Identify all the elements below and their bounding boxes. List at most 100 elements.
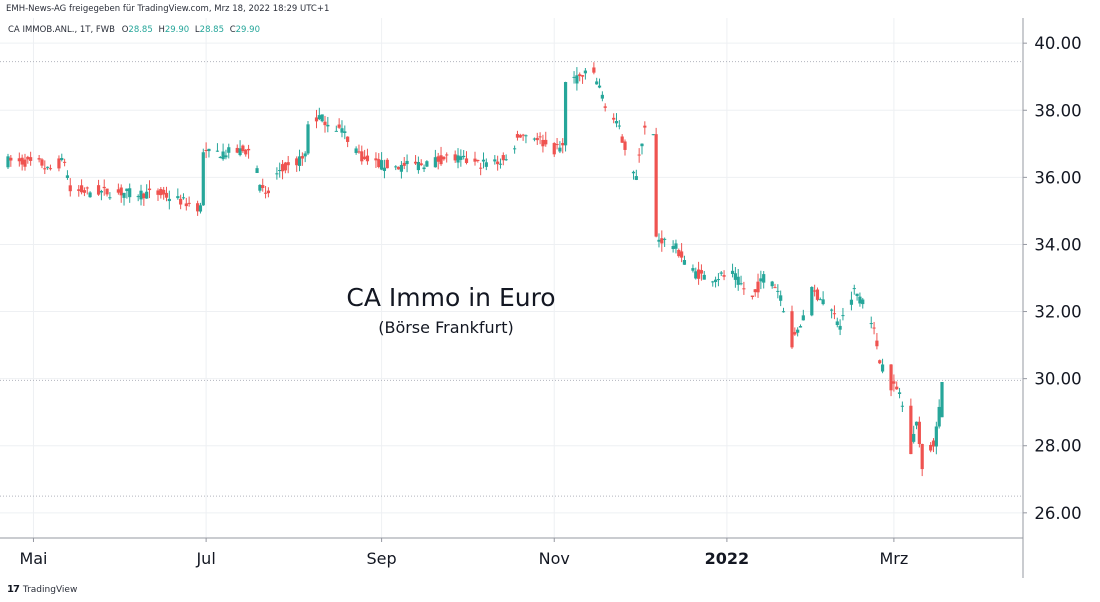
candle-up[interactable] (719, 272, 723, 274)
candle-up[interactable] (640, 143, 644, 147)
candle-down[interactable] (476, 159, 480, 161)
candle-up[interactable] (493, 159, 497, 162)
candle-down[interactable] (920, 443, 924, 470)
candle-up[interactable] (145, 191, 149, 199)
candle-up[interactable] (651, 134, 655, 136)
candle-up[interactable] (456, 155, 460, 163)
candle-down[interactable] (929, 444, 933, 451)
candle-up[interactable] (278, 170, 282, 172)
candle-down[interactable] (29, 157, 33, 161)
candle-up[interactable] (513, 148, 517, 150)
candle-up[interactable] (691, 268, 695, 271)
candle-up[interactable] (136, 196, 140, 198)
candle-up[interactable] (779, 295, 783, 301)
candle-up[interactable] (227, 147, 231, 153)
candle-up[interactable] (484, 162, 488, 167)
candle-down[interactable] (750, 295, 754, 298)
candle-down[interactable] (813, 290, 817, 292)
candle-up[interactable] (914, 421, 919, 426)
candle-up[interactable] (207, 148, 211, 152)
candle-down[interactable] (196, 203, 200, 212)
candle-up[interactable] (224, 155, 228, 158)
candle-down[interactable] (402, 162, 406, 166)
candle-up[interactable] (937, 406, 941, 427)
candle-up[interactable] (65, 175, 70, 178)
candle-down[interactable] (337, 124, 341, 128)
candle-down[interactable] (442, 156, 446, 160)
candle-down[interactable] (815, 289, 820, 300)
candle-down[interactable] (286, 162, 290, 166)
candle-down[interactable] (773, 287, 777, 289)
candle-up[interactable] (762, 274, 766, 283)
candle-down[interactable] (119, 187, 123, 196)
candle-down[interactable] (20, 157, 24, 165)
candle-down[interactable] (889, 364, 893, 391)
candle-down[interactable] (57, 158, 61, 169)
candle-down[interactable] (917, 421, 921, 444)
candle-up[interactable] (334, 130, 338, 132)
candle-down[interactable] (377, 159, 381, 168)
candle-up[interactable] (297, 156, 302, 166)
candle-down[interactable] (654, 134, 658, 237)
candle-down[interactable] (147, 188, 152, 191)
candle-up[interactable] (405, 160, 409, 165)
candle-down[interactable] (453, 154, 457, 161)
candle-up[interactable] (634, 176, 638, 180)
candle-down[interactable] (77, 189, 81, 191)
candle-down[interactable] (832, 313, 837, 315)
candle-down[interactable] (63, 161, 67, 163)
candle-down[interactable] (892, 381, 896, 384)
candle-up[interactable] (818, 299, 822, 301)
candle-up[interactable] (716, 279, 721, 281)
candle-down[interactable] (187, 202, 191, 204)
candle-up[interactable] (215, 150, 220, 152)
candle-down[interactable] (68, 185, 72, 192)
candle-up[interactable] (198, 205, 203, 212)
candle-down[interactable] (872, 327, 876, 329)
candle-up[interactable] (382, 167, 387, 171)
candle-up[interactable] (218, 156, 222, 158)
candle-down[interactable] (261, 185, 265, 188)
candle-down[interactable] (603, 106, 607, 108)
candle-up[interactable] (900, 405, 904, 407)
candle-down[interactable] (464, 158, 469, 164)
candle-up[interactable] (46, 166, 50, 168)
candle-up[interactable] (739, 283, 743, 285)
candle-up[interactable] (595, 81, 599, 85)
candle-up[interactable] (849, 299, 854, 305)
candle-up[interactable] (128, 188, 132, 198)
candle-down[interactable] (116, 189, 120, 193)
candle-down[interactable] (396, 166, 401, 170)
candle-up[interactable] (821, 299, 825, 305)
candle-up[interactable] (631, 171, 636, 174)
candle-down[interactable] (909, 405, 913, 455)
candle-down[interactable] (164, 192, 169, 198)
candle-down[interactable] (620, 136, 624, 143)
candle-up[interactable] (6, 156, 10, 168)
candle-up[interactable] (835, 321, 839, 326)
candle-up[interactable] (88, 192, 92, 198)
candle-down[interactable] (283, 162, 287, 171)
candle-down[interactable] (436, 156, 440, 162)
candle-up[interactable] (880, 364, 885, 372)
candle-down[interactable] (79, 185, 84, 193)
candle-up[interactable] (306, 124, 310, 154)
price-axis[interactable]: 40.00 38.00 36.00 34.00 32.00 30.00 28.00 26.00 (1023, 34, 1082, 523)
candle-down[interactable] (346, 136, 350, 142)
candle-up[interactable] (201, 152, 205, 206)
candle-down[interactable] (756, 281, 760, 293)
candle-down[interactable] (48, 168, 53, 170)
candle-up[interactable] (694, 271, 698, 279)
candle-down[interactable] (82, 190, 87, 193)
candle-up[interactable] (838, 325, 842, 330)
candle-up[interactable] (303, 153, 307, 157)
candle-up[interactable] (459, 156, 463, 160)
candle-down[interactable] (365, 155, 370, 162)
candle-down[interactable] (473, 158, 477, 162)
candle-down[interactable] (680, 251, 684, 258)
candle-down[interactable] (518, 135, 522, 138)
candle-up[interactable] (221, 151, 225, 160)
candle-down[interactable] (742, 288, 746, 290)
candle-up[interactable] (674, 243, 678, 249)
candle-down[interactable] (357, 151, 361, 153)
